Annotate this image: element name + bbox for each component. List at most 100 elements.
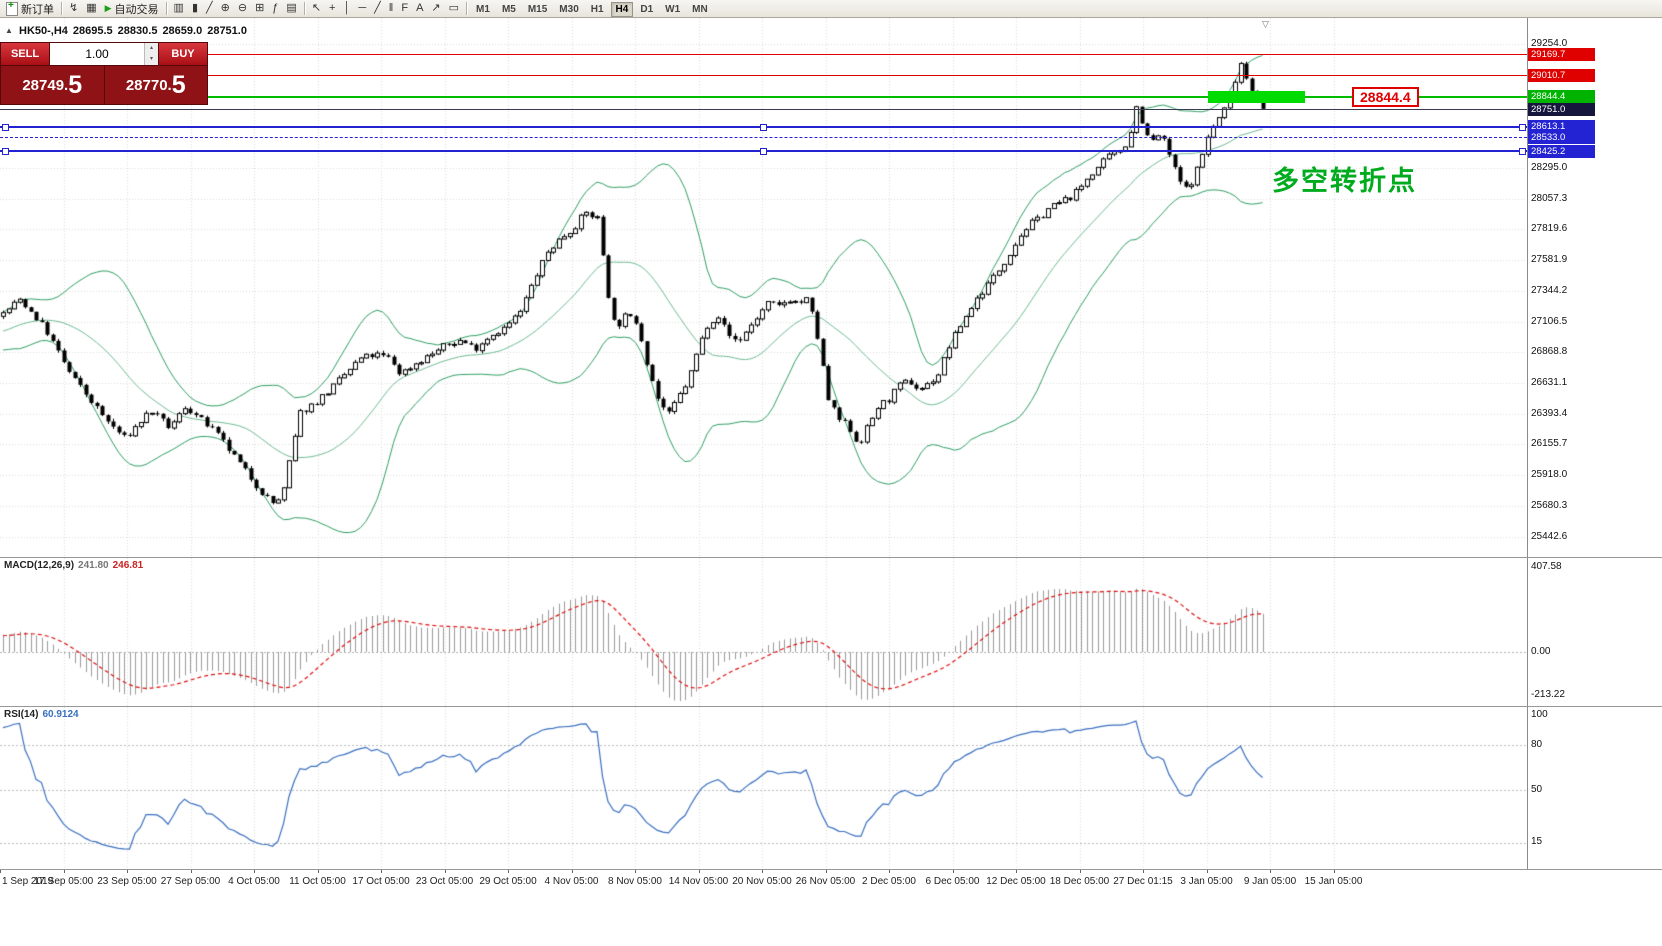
level-line-29169.7[interactable] xyxy=(0,54,1527,56)
candlestick-icon: ▮ xyxy=(191,2,199,14)
line-handle[interactable] xyxy=(2,148,9,156)
level-line-28751.0[interactable] xyxy=(0,108,1527,110)
crosshair-icon: + xyxy=(329,2,336,14)
tile-windows-icon: ⊞ xyxy=(255,2,265,14)
price-label-box[interactable]: 28844.4 xyxy=(1352,86,1419,107)
indicators-button[interactable]: ƒ xyxy=(268,1,282,16)
time-axis[interactable]: 1 Sep 2019 17 Sep 05:00 23 Sep 05:00 27 Sep… xyxy=(0,869,1662,892)
time-tick-label: 14 Nov 05:00 xyxy=(668,876,729,887)
rsi-scale-label: 80 xyxy=(1531,739,1543,750)
macd-axis[interactable]: 407.58 0.00 -213.22 xyxy=(1528,558,1662,706)
profiles-button[interactable]: ▦ xyxy=(82,1,100,16)
volume-down-button[interactable]: ▾ xyxy=(145,54,158,65)
volume-input[interactable]: 1.00 ▴ ▾ xyxy=(49,43,159,65)
timeframe-m5[interactable]: M5 xyxy=(501,3,516,15)
sell-price[interactable]: 28749. 5 xyxy=(1,66,105,104)
macd-canvas[interactable] xyxy=(0,558,1527,706)
time-tick-label: 11 Oct 05:00 xyxy=(289,876,346,887)
templates-icon: ▤ xyxy=(286,2,297,14)
candlestick-chart-canvas[interactable] xyxy=(0,18,1527,557)
volume-value[interactable]: 1.00 xyxy=(85,47,109,61)
highlight-rectangle[interactable] xyxy=(1208,90,1305,103)
annotation-text[interactable]: 多空转折点 xyxy=(1272,166,1417,197)
one-click-collapse-button[interactable]: ▲ xyxy=(5,26,13,35)
channel-icon: ‖ xyxy=(388,2,394,14)
macd-scale-label: 0.00 xyxy=(1531,646,1551,657)
text-icon: A xyxy=(416,2,424,14)
autotrading-label: 自动交易 xyxy=(114,3,159,16)
line-chart-button[interactable]: ╱ xyxy=(202,1,217,16)
line-handle[interactable] xyxy=(1519,123,1526,131)
candlestick-button[interactable]: ▮ xyxy=(188,1,202,16)
time-tick xyxy=(889,870,890,873)
macd-main-value: 241.80 xyxy=(78,560,109,571)
zoom-out-icon: ⊖ xyxy=(237,2,248,14)
horizontal-line-icon: ─ xyxy=(358,2,367,14)
price-tick-label: 25680.3 xyxy=(1531,499,1568,511)
sell-button[interactable]: SELL xyxy=(1,43,49,65)
price-badge: 28533.0 xyxy=(1528,130,1595,144)
time-tick xyxy=(572,870,573,873)
timeframe-mn[interactable]: MN xyxy=(692,3,708,15)
volume-up-button[interactable]: ▴ xyxy=(145,43,158,54)
line-handle[interactable] xyxy=(1519,148,1526,156)
buy-price[interactable]: 28770. 5 xyxy=(125,70,186,99)
time-tick xyxy=(508,870,509,873)
timeframe-m30[interactable]: M30 xyxy=(559,3,579,15)
level-line-28844.4[interactable] xyxy=(0,95,1527,98)
time-tick xyxy=(254,870,255,873)
horizontal-line-button[interactable]: ─ xyxy=(354,1,370,16)
toolbar-separator xyxy=(61,2,62,15)
line-handle[interactable] xyxy=(760,148,767,156)
rsi-scale-label: 100 xyxy=(1531,709,1548,720)
fibonacci-button[interactable]: F xyxy=(397,1,412,16)
timeframe-h4[interactable]: H4 xyxy=(610,1,634,17)
rsi-axis[interactable]: 100 80 50 15 xyxy=(1528,707,1662,869)
rsi-canvas[interactable] xyxy=(0,707,1527,869)
autotrading-button[interactable]: ▶ 自动交易 xyxy=(101,1,163,16)
time-tick-label: 6 Dec 05:00 xyxy=(925,876,980,887)
level-line-28533.0[interactable] xyxy=(0,136,1527,138)
chart-shift-marker[interactable]: ▽ xyxy=(1262,19,1269,29)
templates-button[interactable]: ▤ xyxy=(282,1,300,16)
timeframe-m15[interactable]: M15 xyxy=(527,3,548,15)
close-value: 28751.0 xyxy=(207,25,247,37)
macd-panel[interactable]: MACD(12,26,9) 241.80 246.81 xyxy=(0,558,1528,706)
crosshair-button[interactable]: + xyxy=(325,1,339,16)
new-order-button[interactable]: 新订单 xyxy=(2,0,58,16)
time-tick xyxy=(1016,870,1017,873)
main-chart[interactable]: ▲ HK50-,H4 28695.5 28830.5 28659.0 28751.0 ▽… xyxy=(0,18,1528,557)
bar-chart-button[interactable]: ▥ xyxy=(170,1,188,16)
timeframe-w1[interactable]: W1 xyxy=(665,3,681,15)
level-line-29010.7[interactable] xyxy=(0,74,1527,76)
vertical-line-button[interactable]: │ xyxy=(339,1,354,16)
line-handle[interactable] xyxy=(2,123,9,131)
arrows-button[interactable]: ↗ xyxy=(427,1,444,16)
time-tick-label: 26 Nov 05:00 xyxy=(795,876,856,887)
line-handle[interactable] xyxy=(760,123,767,131)
time-tick-label: 4 Nov 05:00 xyxy=(544,876,599,887)
new-order-label: 新订单 xyxy=(21,3,54,16)
timeframe-h1[interactable]: H1 xyxy=(590,3,604,15)
time-tick-label: 9 Jan 05:00 xyxy=(1243,876,1297,887)
time-tick-label: 23 Oct 05:00 xyxy=(415,876,474,887)
text-button[interactable]: A xyxy=(412,1,427,16)
cursor-button[interactable]: ↖ xyxy=(308,1,325,16)
timeframe-d1[interactable]: D1 xyxy=(640,3,654,15)
channel-button[interactable]: ‖ xyxy=(385,1,398,16)
cursor-icon: ↖ xyxy=(311,2,322,14)
tile-windows-button[interactable]: ⊞ xyxy=(251,1,268,16)
shapes-button[interactable]: ▭ xyxy=(445,1,463,16)
price-axis[interactable]: 29254.0 28295.0 28057.3 27819.6 27581.9 27344… xyxy=(1528,18,1662,557)
trendline-button[interactable]: ╱ xyxy=(370,1,385,16)
zoom-in-button[interactable]: ⊕ xyxy=(217,1,234,16)
timeframe-m1[interactable]: M1 xyxy=(476,3,490,15)
price-badge: 29010.7 xyxy=(1528,68,1595,82)
zoom-out-button[interactable]: ⊖ xyxy=(234,1,251,16)
price-tick-label: 26155.7 xyxy=(1531,438,1568,450)
rsi-panel[interactable]: RSI(14) 60.9124 xyxy=(0,707,1528,869)
lightning-button[interactable]: ↯ xyxy=(65,1,82,16)
macd-scale-label: -213.22 xyxy=(1531,689,1565,700)
buy-button[interactable]: BUY xyxy=(159,43,207,65)
time-tick-label: 20 Nov 05:00 xyxy=(732,876,792,887)
